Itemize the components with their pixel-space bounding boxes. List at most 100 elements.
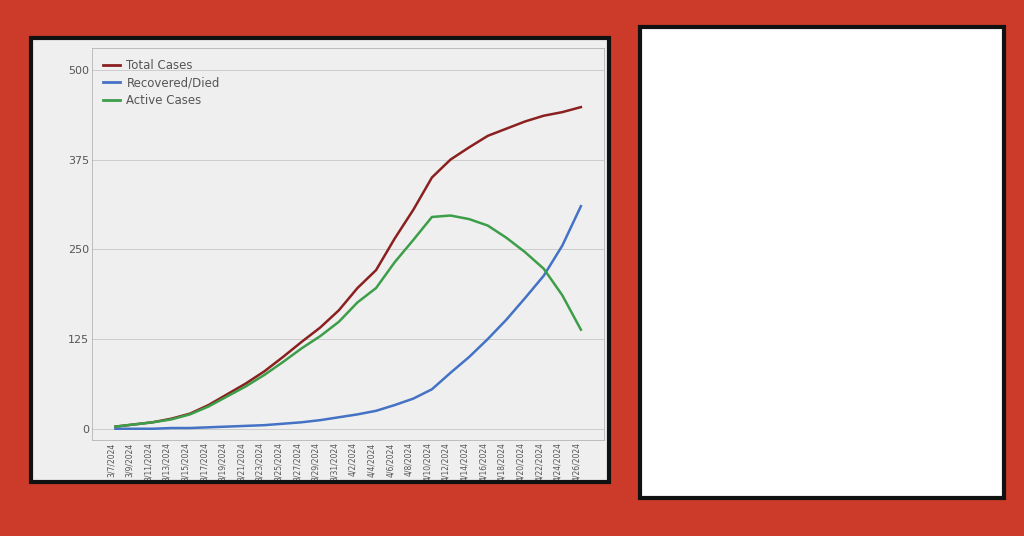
Active Cases	[240, 383, 252, 390]
Legend: Total Cases, Recovered/Died, Active Cases: Total Cases, Recovered/Died, Active Case…	[98, 54, 224, 112]
Total Cases	[258, 368, 270, 375]
Text: 49: 49	[908, 281, 928, 296]
Text: 72: 72	[908, 229, 928, 244]
Total Cases	[240, 381, 252, 387]
Active Cases	[463, 216, 475, 222]
FancyBboxPatch shape	[852, 263, 983, 315]
Line: Active Cases: Active Cases	[116, 215, 581, 427]
Total Cases	[501, 125, 513, 132]
Total Cases	[203, 402, 215, 408]
Recovered/Died	[183, 425, 196, 431]
Total Cases	[128, 421, 140, 428]
Active Cases	[258, 371, 270, 378]
FancyBboxPatch shape	[660, 158, 852, 210]
Active Cases	[221, 393, 233, 400]
Recovered/Died	[463, 354, 475, 360]
Text: 41: 41	[908, 333, 928, 348]
Active Cases	[146, 419, 159, 426]
Active Cases	[556, 292, 568, 299]
Text: North: North	[674, 229, 713, 243]
FancyBboxPatch shape	[852, 315, 983, 367]
Recovered/Died	[556, 242, 568, 249]
Total Cases	[538, 113, 550, 119]
Recovered/Died	[426, 386, 438, 392]
Total Cases	[408, 206, 420, 213]
Active Cases	[314, 333, 327, 339]
Recovered/Died	[519, 295, 531, 301]
FancyBboxPatch shape	[852, 54, 983, 106]
FancyBboxPatch shape	[660, 367, 852, 419]
Active Cases	[165, 416, 177, 422]
Total Cases	[165, 415, 177, 422]
Recovered/Died	[351, 411, 364, 418]
FancyBboxPatch shape	[660, 210, 852, 263]
Recovered/Died	[221, 423, 233, 430]
Total Cases	[314, 324, 327, 331]
Active Cases	[538, 265, 550, 272]
Active Cases	[388, 259, 400, 265]
Active Cases	[481, 222, 494, 229]
Recovered/Died	[538, 273, 550, 279]
Active Cases	[128, 421, 140, 428]
Total Cases	[463, 144, 475, 151]
FancyBboxPatch shape	[660, 54, 852, 106]
FancyBboxPatch shape	[852, 106, 983, 158]
FancyBboxPatch shape	[852, 158, 983, 210]
Active Cases	[501, 235, 513, 241]
Total Cases	[556, 109, 568, 115]
Total Cases	[183, 411, 196, 417]
Recovered/Died	[481, 336, 494, 342]
Recovered/Died	[370, 407, 382, 414]
Active Cases	[370, 285, 382, 291]
Recovered/Died	[574, 203, 587, 210]
Recovered/Died	[203, 424, 215, 430]
Text: 20: 20	[908, 386, 928, 401]
Text: 115: 115	[903, 177, 932, 192]
Recovered/Died	[258, 422, 270, 428]
Recovered/Died	[296, 419, 308, 426]
Recovered/Died	[110, 426, 122, 432]
FancyBboxPatch shape	[852, 367, 983, 419]
Line: Recovered/Died: Recovered/Died	[116, 206, 581, 429]
Recovered/Died	[388, 402, 400, 408]
Text: Region: Region	[730, 72, 782, 87]
Active Cases	[351, 299, 364, 306]
FancyBboxPatch shape	[852, 419, 983, 472]
Text: Count: Count	[895, 72, 940, 87]
Total Cases	[110, 423, 122, 430]
Recovered/Died	[444, 369, 457, 376]
Recovered/Died	[165, 425, 177, 431]
Active Cases	[333, 318, 345, 325]
Text: 151: 151	[903, 124, 932, 139]
Active Cases	[183, 411, 196, 418]
Text: North Harbour: North Harbour	[674, 125, 773, 139]
Total Cases	[333, 307, 345, 314]
Active Cases	[408, 237, 420, 243]
Active Cases	[203, 403, 215, 410]
Recovered/Died	[314, 417, 327, 423]
Recovered/Died	[128, 426, 140, 432]
Active Cases	[276, 359, 289, 365]
Recovered/Died	[333, 414, 345, 420]
Text: West: West	[674, 334, 708, 348]
Active Cases	[574, 326, 587, 333]
Recovered/Died	[501, 316, 513, 323]
FancyBboxPatch shape	[852, 210, 983, 263]
Total Cases	[276, 354, 289, 360]
Total Cases	[370, 267, 382, 273]
Active Cases	[444, 212, 457, 219]
Total Cases	[481, 132, 494, 139]
Line: Total Cases: Total Cases	[116, 107, 581, 427]
Total Cases	[444, 157, 457, 163]
Text: 448: 448	[902, 438, 934, 453]
Active Cases	[426, 214, 438, 220]
Total Cases	[426, 174, 438, 181]
Recovered/Died	[240, 423, 252, 429]
Recovered/Died	[408, 396, 420, 402]
Recovered/Died	[146, 426, 159, 432]
Text: South Harbour: South Harbour	[674, 282, 774, 296]
Text: South East: South East	[674, 177, 748, 191]
FancyBboxPatch shape	[660, 263, 852, 315]
FancyBboxPatch shape	[660, 315, 852, 367]
Active Cases	[110, 423, 122, 430]
